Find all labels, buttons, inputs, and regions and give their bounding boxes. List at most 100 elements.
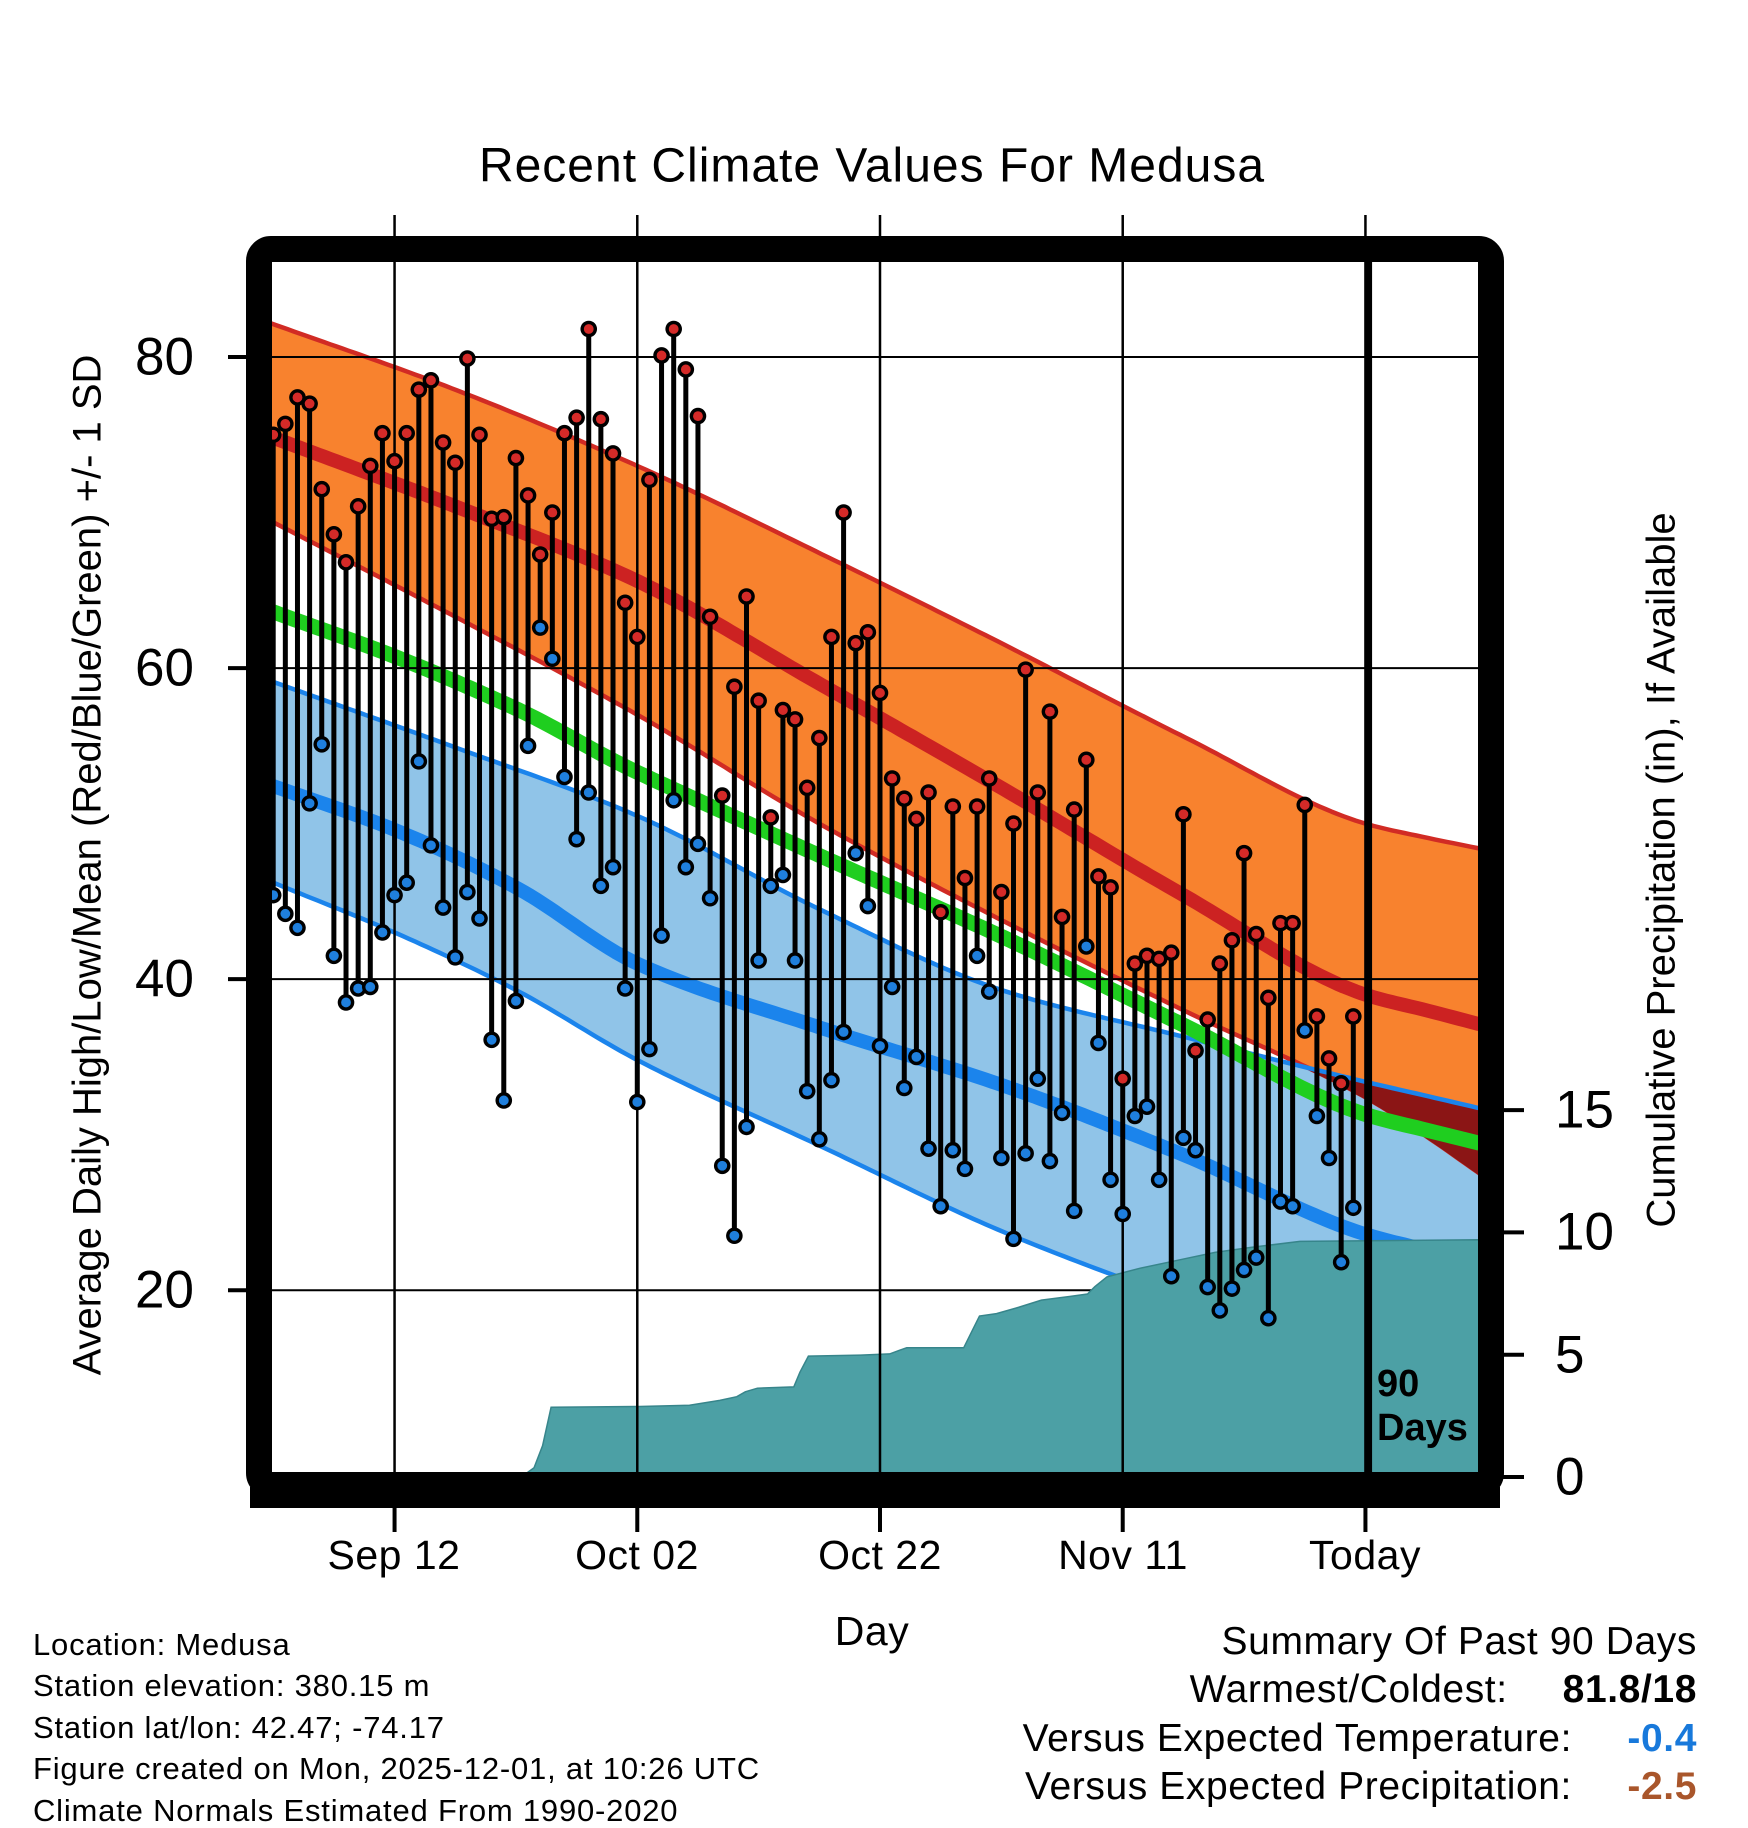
- high-dot-day-69: [1105, 882, 1116, 893]
- summary-vs-precipitation-value: -2.5: [1627, 1765, 1697, 1808]
- low-dot-day-33: [668, 795, 679, 806]
- high-dot-day-8: [365, 460, 376, 471]
- x-tick-oct22: Oct 22: [818, 1532, 942, 1578]
- high-dot-day-83: [1275, 918, 1286, 929]
- low-dot-day-60: [996, 1153, 1007, 1163]
- low-dot-day-25: [571, 834, 582, 845]
- low-dot-day-28: [608, 862, 618, 873]
- low-dot-day-59: [984, 986, 995, 997]
- y-left-tick-60: 60: [135, 638, 194, 698]
- low-dot-day-37: [717, 1160, 728, 1171]
- low-dot-day-36: [705, 893, 715, 904]
- low-dot-day-51: [887, 982, 898, 992]
- high-dot-day-87: [1324, 1053, 1334, 1064]
- high-dot-day-47: [838, 507, 849, 518]
- low-dot-day-46: [826, 1075, 837, 1086]
- low-dot-day-15: [450, 952, 461, 963]
- low-dot-day-19: [498, 1095, 509, 1106]
- low-dot-day-41: [765, 880, 776, 891]
- low-dot-day-52: [899, 1083, 910, 1093]
- low-dot-day-45: [814, 1134, 825, 1145]
- high-dot-day-15: [450, 457, 461, 468]
- low-dot-day-80: [1239, 1265, 1249, 1275]
- low-dot-day-39: [741, 1121, 752, 1132]
- high-dot-day-67: [1081, 754, 1092, 765]
- low-normal-band: [270, 680, 1480, 1395]
- summary-warmest-coldest: Warmest/Coldest: 81.8/18: [1190, 1668, 1697, 1712]
- high-dot-day-18: [486, 513, 497, 524]
- high-dot-day-13: [426, 375, 436, 386]
- footer-created: Figure created on Mon, 2025-12-01, at 10…: [33, 1751, 760, 1786]
- low-dot-day-61: [1008, 1233, 1019, 1244]
- high-dot-day-41: [765, 812, 776, 823]
- x-tick-today: Today: [1309, 1532, 1421, 1578]
- high-dot-day-60: [996, 887, 1007, 897]
- low-dot-day-67: [1081, 941, 1092, 952]
- low-dot-day-85: [1299, 1025, 1310, 1036]
- low-dot-day-79: [1227, 1283, 1237, 1294]
- high-dot-day-28: [608, 448, 618, 459]
- low-dot-day-13: [426, 840, 436, 851]
- footer-elevation: Station elevation: 380.15 m: [33, 1668, 431, 1703]
- low-dot-day-8: [365, 982, 376, 992]
- low-dot-day-48: [850, 848, 861, 859]
- summary-vs-precipitation: Versus Expected Precipitation: -2.5: [1025, 1765, 1697, 1809]
- high-dot-day-17: [474, 429, 485, 440]
- high-dot-day-79: [1227, 935, 1237, 946]
- high-normal-band: [270, 322, 1480, 1174]
- y-left-tick-20: 20: [135, 1260, 194, 1320]
- high-dot-day-64: [1045, 706, 1055, 717]
- high-dot-day-72: [1142, 950, 1152, 961]
- high-dot-day-75: [1178, 809, 1189, 820]
- low-dot-day-5: [328, 950, 339, 961]
- high-dot-day-2: [292, 392, 303, 403]
- high-dot-day-89: [1348, 1011, 1359, 1022]
- low-dot-day-65: [1057, 1107, 1067, 1118]
- summary-warmest-coldest-label: Warmest/Coldest:: [1189, 1668, 1508, 1711]
- low-dot-day-10: [389, 890, 400, 901]
- high-dot-day-70: [1117, 1073, 1128, 1084]
- low-dot-day-18: [486, 1034, 497, 1045]
- low-dot-day-53: [911, 1051, 922, 1062]
- low-dot-day-40: [753, 955, 764, 966]
- high-dot-day-62: [1020, 664, 1031, 675]
- high-dot-day-68: [1093, 871, 1104, 882]
- high-dot-day-49: [862, 627, 873, 638]
- low-dot-day-47: [838, 1027, 849, 1037]
- footer-normals: Climate Normals Estimated From 1990-2020: [33, 1793, 679, 1828]
- low-dot-day-76: [1190, 1145, 1201, 1156]
- low-dot-day-84: [1287, 1201, 1298, 1212]
- low-dot-day-77: [1202, 1282, 1213, 1292]
- low-dot-day-75: [1178, 1132, 1189, 1143]
- high-dot-day-36: [705, 611, 715, 622]
- high-dot-day-20: [511, 453, 521, 463]
- low-dot-day-49: [862, 901, 873, 911]
- high-dot-day-1: [280, 418, 291, 429]
- low-dot-day-81: [1251, 1252, 1262, 1263]
- summary-vs-temperature-label: Versus Expected Temperature:: [1022, 1717, 1572, 1760]
- high-dot-day-66: [1069, 804, 1080, 815]
- low-dot-day-23: [547, 653, 558, 664]
- x-axis-label: Day: [834, 1608, 910, 1654]
- low-dot-day-9: [377, 927, 388, 938]
- low-dot-day-54: [923, 1143, 934, 1154]
- high-dot-day-61: [1008, 818, 1019, 829]
- high-dot-day-56: [947, 801, 958, 812]
- high-dot-day-48: [850, 638, 861, 649]
- high-dot-day-76: [1190, 1045, 1201, 1056]
- low-dot-day-64: [1045, 1156, 1055, 1167]
- low-dot-day-38: [729, 1230, 740, 1241]
- low-dot-day-78: [1214, 1305, 1225, 1316]
- low-dot-day-71: [1129, 1111, 1140, 1121]
- high-dot-day-46: [826, 632, 837, 642]
- high-dot-day-7: [353, 501, 364, 512]
- daily-stems: [270, 320, 1362, 1327]
- summary-vs-temperature-value: -0.4: [1627, 1717, 1697, 1760]
- low-dot-day-74: [1166, 1271, 1177, 1282]
- high-dot-day-19: [498, 512, 509, 523]
- low-dot-day-82: [1263, 1313, 1274, 1324]
- high-dot-day-43: [790, 714, 800, 725]
- low-dot-day-14: [438, 902, 449, 913]
- low-dot-day-55: [935, 1201, 946, 1212]
